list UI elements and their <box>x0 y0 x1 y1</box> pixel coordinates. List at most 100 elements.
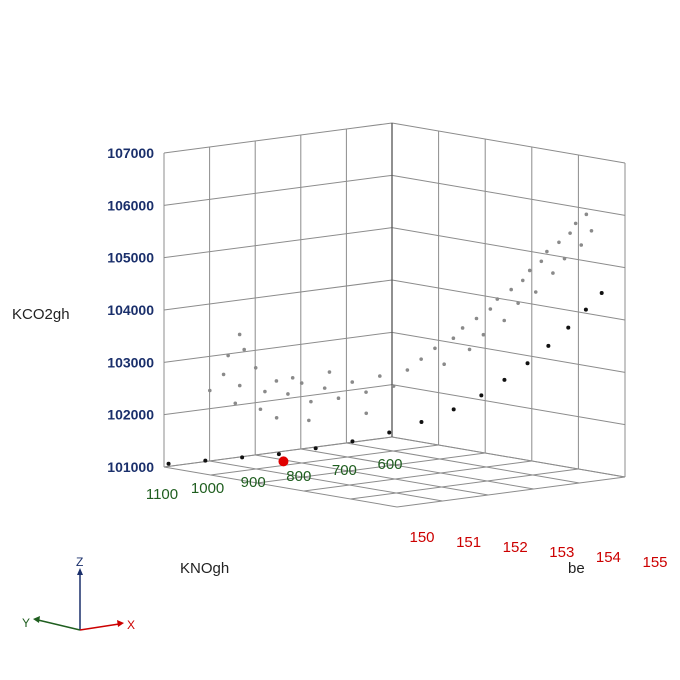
black-data-point <box>387 430 392 435</box>
triad-z-label: Z <box>76 555 83 569</box>
z-tick-label: 104000 <box>107 302 154 318</box>
floor-grid-line <box>300 448 534 490</box>
gray-data-point <box>516 301 520 305</box>
gray-data-point <box>286 392 290 396</box>
x-axis-label: be <box>568 560 585 577</box>
gray-data-point <box>290 376 295 380</box>
triad-y-label: Y <box>22 616 30 630</box>
back-wall-grid-line <box>391 174 626 216</box>
triad-y-arrow-icon <box>33 616 40 623</box>
triad-z-arrow-icon <box>77 568 83 575</box>
floor-grid-line <box>255 454 489 496</box>
gray-data-point <box>467 347 472 352</box>
floor-grid-line <box>303 460 532 492</box>
black-data-point <box>350 439 355 444</box>
gray-data-point <box>568 231 572 235</box>
gray-data-point <box>442 362 446 367</box>
gray-data-point <box>350 380 355 384</box>
y-tick-label: 700 <box>332 462 357 479</box>
side-wall-grid-line <box>163 174 393 206</box>
gray-data-point <box>263 389 267 394</box>
floor-grid-line <box>396 476 626 508</box>
x-tick-label: 153 <box>549 544 574 561</box>
black-data-point <box>313 446 318 451</box>
gray-data-point <box>391 384 396 388</box>
floor-grid-line <box>350 468 579 500</box>
gray-data-point <box>433 346 437 351</box>
y-tick-label: 1100 <box>146 486 178 503</box>
gray-data-point <box>364 411 369 416</box>
z-tick-label: 103000 <box>107 354 154 370</box>
black-data-point <box>566 325 571 330</box>
floor-grid-line <box>210 444 439 476</box>
gray-data-point <box>474 316 479 321</box>
back-wall-grid-line <box>391 122 626 164</box>
gray-data-point <box>233 401 238 406</box>
z-tick-label: 105000 <box>107 250 154 266</box>
black-data-point <box>166 461 171 466</box>
y-axis-label: KNOgh <box>180 560 229 577</box>
gray-point-cloud <box>208 212 594 423</box>
triad-x-arrow-icon <box>117 620 124 627</box>
gray-data-point <box>242 347 246 352</box>
gray-data-point <box>299 381 304 385</box>
black-data-point <box>451 407 456 412</box>
back-wall-grid-line <box>391 436 626 478</box>
black-data-point <box>546 343 551 348</box>
gray-data-point <box>488 307 493 311</box>
gray-data-point <box>509 287 513 292</box>
triad-x-label: X <box>127 618 135 632</box>
x-tick-label: 151 <box>456 534 481 551</box>
gray-data-point <box>274 416 279 420</box>
triad-y-line <box>37 619 81 631</box>
black-data-point <box>203 458 208 463</box>
black-data-point <box>240 455 245 460</box>
gray-data-point <box>237 332 242 337</box>
black-data-point <box>583 307 588 312</box>
tick-label-layer: 101000 102000 103000 104000 105000 106000 1070… <box>107 145 667 571</box>
back-wall-grid-line <box>391 279 626 321</box>
gray-data-point <box>539 259 544 264</box>
gray-data-point <box>405 368 410 372</box>
floor-grid-line <box>209 460 443 502</box>
black-data-point <box>276 452 281 457</box>
gray-data-point <box>502 318 507 323</box>
x-tick-label: 150 <box>409 529 434 546</box>
gray-data-point <box>378 374 382 378</box>
x-tick-label: 155 <box>642 554 667 571</box>
black-data-point <box>479 393 484 398</box>
gray-data-point <box>451 336 456 341</box>
y-tick-label: 900 <box>241 474 266 491</box>
z-axis-label: KCO2gh <box>12 306 70 323</box>
gray-data-point <box>253 366 258 370</box>
gray-data-point <box>221 372 226 377</box>
gray-data-point <box>551 271 555 275</box>
side-wall-grid-line <box>163 122 393 154</box>
gray-data-point <box>208 388 212 393</box>
gray-data-point <box>520 278 525 283</box>
z-tick-label: 101000 <box>107 459 154 475</box>
gray-data-point <box>533 290 538 294</box>
z-tick-label: 102000 <box>107 407 154 423</box>
side-wall-grid-line <box>163 279 393 311</box>
gray-data-point <box>274 379 279 383</box>
gray-data-point <box>364 390 368 394</box>
z-tick-label: 107000 <box>107 145 154 161</box>
gray-data-point <box>584 212 589 217</box>
back-wall-grid-line <box>391 227 626 269</box>
gray-data-point <box>419 357 423 361</box>
gray-data-point <box>589 228 594 233</box>
gray-data-point <box>336 396 341 401</box>
gray-data-point <box>579 243 584 247</box>
y-tick-label: 800 <box>286 468 311 485</box>
highlight-point-layer <box>278 456 289 467</box>
floor-grid-line <box>346 442 580 484</box>
y-tick-label: 1000 <box>191 480 224 497</box>
gray-data-point <box>322 386 327 390</box>
black-data-point <box>419 419 424 424</box>
black-point-series <box>166 290 604 466</box>
gray-data-point <box>258 407 263 412</box>
gray-data-point <box>460 326 465 330</box>
black-data-point <box>599 290 604 295</box>
